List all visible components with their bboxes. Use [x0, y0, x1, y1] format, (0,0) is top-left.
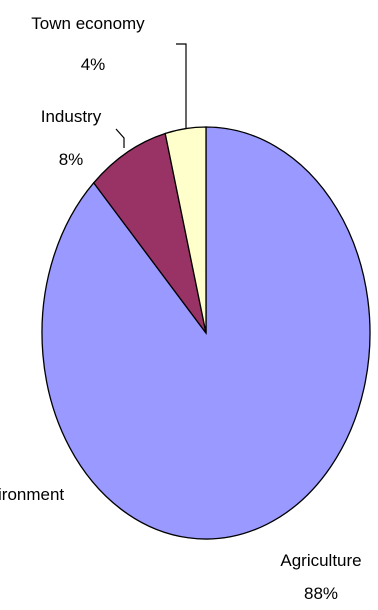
slice-value-industry: 8%: [59, 150, 84, 169]
slice-value-town-economy: 4%: [81, 55, 106, 74]
slice-label-industry: Industry: [41, 107, 102, 126]
leader-line-industry: [115, 128, 125, 148]
leader-line-town-economy: [176, 43, 187, 128]
pie-slice-town-economy: [164, 126, 207, 334]
pie-slices: [41, 126, 371, 540]
slice-label-town-economy: Town economy: [31, 14, 145, 33]
slice-label-environment: ironment: [0, 485, 64, 504]
pie-slice-agriculture: [41, 126, 371, 540]
slice-value-agriculture: 88%: [304, 584, 338, 603]
pie-slice-industry: [92, 132, 207, 334]
slice-label-agriculture: Agriculture: [280, 551, 361, 570]
